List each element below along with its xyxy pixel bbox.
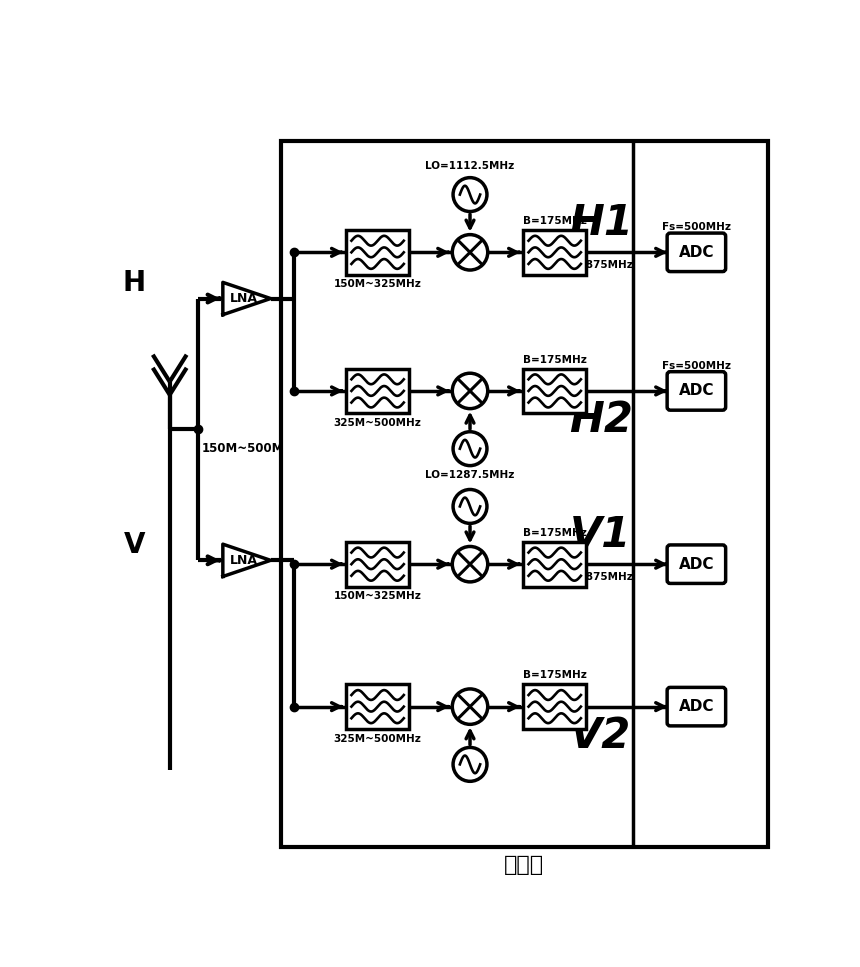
Text: B=175MHz: B=175MHz [523,528,587,538]
Polygon shape [223,282,271,314]
Text: Fs=500MHz: Fs=500MHz [662,222,731,232]
FancyBboxPatch shape [667,233,726,272]
Text: 325M~500MHz: 325M~500MHz [334,734,421,744]
Text: V2: V2 [570,715,631,757]
Text: LO=1112.5MHz: LO=1112.5MHz [426,161,514,171]
Text: H: H [123,269,146,297]
FancyBboxPatch shape [346,542,409,587]
Polygon shape [223,544,271,576]
Text: ADC: ADC [679,384,714,398]
Text: 150M~500M: 150M~500M [202,442,285,455]
Text: ADC: ADC [679,699,714,715]
Text: 变频卡: 变频卡 [504,855,544,875]
Text: V1: V1 [570,513,631,556]
FancyBboxPatch shape [667,545,726,583]
FancyBboxPatch shape [523,685,587,729]
Text: IF=875MHz: IF=875MHz [566,571,633,582]
Text: LO=1287.5MHz: LO=1287.5MHz [426,470,514,481]
Text: LNA: LNA [230,292,258,305]
Text: 150M~325MHz: 150M~325MHz [334,279,421,289]
Text: B=175MHz: B=175MHz [523,670,587,681]
Text: B=175MHz: B=175MHz [523,217,587,226]
Circle shape [452,546,488,582]
Circle shape [453,747,487,781]
Circle shape [452,235,488,270]
FancyBboxPatch shape [667,371,726,410]
Circle shape [452,373,488,409]
FancyBboxPatch shape [523,542,587,587]
Circle shape [452,689,488,724]
FancyBboxPatch shape [346,368,409,413]
Text: B=175MHz: B=175MHz [523,355,587,365]
Circle shape [453,178,487,212]
FancyBboxPatch shape [346,230,409,275]
Text: H2: H2 [569,399,633,441]
Text: ADC: ADC [679,245,714,260]
FancyBboxPatch shape [523,368,587,413]
FancyBboxPatch shape [667,688,726,726]
Text: Fs=500MHz: Fs=500MHz [662,361,731,371]
Circle shape [453,431,487,466]
Text: 325M~500MHz: 325M~500MHz [334,418,421,427]
Text: H1: H1 [569,202,633,244]
FancyBboxPatch shape [523,230,587,275]
Circle shape [453,489,487,523]
Text: V: V [124,531,145,559]
Text: 150M~325MHz: 150M~325MHz [334,591,421,601]
Text: ADC: ADC [679,557,714,571]
Text: LNA: LNA [230,554,258,567]
FancyBboxPatch shape [346,685,409,729]
FancyBboxPatch shape [280,140,768,847]
Text: IF=875MHz: IF=875MHz [566,260,633,270]
